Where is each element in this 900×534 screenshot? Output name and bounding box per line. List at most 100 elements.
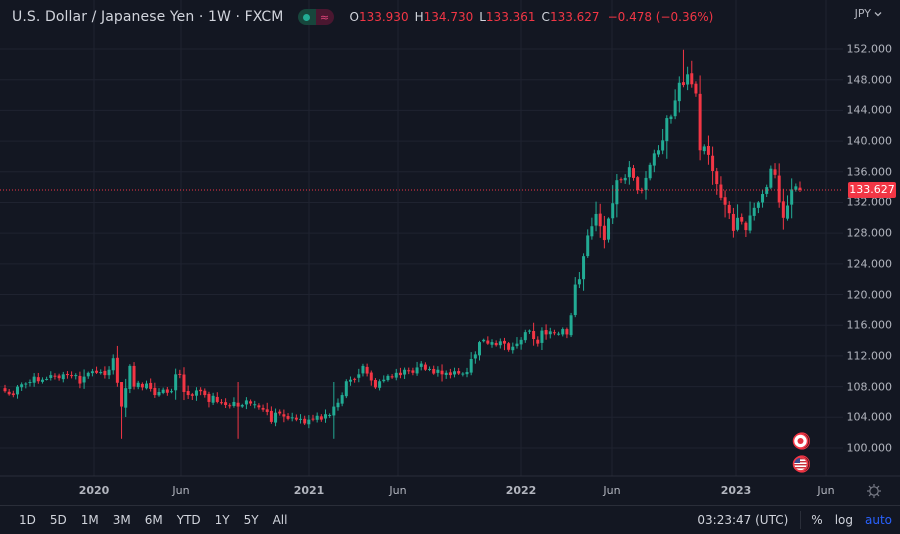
range-button-1m[interactable]: 1M <box>80 513 99 527</box>
candle <box>161 389 165 393</box>
candle <box>340 395 344 404</box>
range-button-1y[interactable]: 1Y <box>214 513 230 527</box>
candle <box>40 379 44 382</box>
time-axis-label: 2022 <box>505 484 537 497</box>
candle <box>15 386 19 395</box>
status-pill[interactable]: ≈ <box>297 9 334 25</box>
japan-flag-icon[interactable] <box>792 432 810 450</box>
candle <box>311 418 315 420</box>
candle <box>656 150 660 155</box>
range-button-5y[interactable]: 5Y <box>243 513 259 527</box>
candle <box>103 370 107 376</box>
candle <box>436 369 440 373</box>
candle <box>798 187 802 190</box>
candle <box>557 333 561 335</box>
candle <box>182 374 186 392</box>
candle <box>527 330 531 332</box>
candle <box>498 341 502 346</box>
candle <box>423 364 427 370</box>
time-axis-label: Jun <box>603 484 621 497</box>
candle <box>328 415 332 417</box>
candle <box>265 409 269 412</box>
candle <box>519 339 523 345</box>
candle <box>715 171 719 185</box>
candle <box>615 180 619 205</box>
candle <box>194 390 198 396</box>
range-button-6m[interactable]: 6M <box>144 513 163 527</box>
candle <box>344 381 348 397</box>
candle <box>515 343 519 347</box>
toolbar-divider <box>800 511 802 529</box>
candle <box>348 379 352 382</box>
auto-scale-toggle[interactable]: auto <box>864 513 892 527</box>
log-scale-toggle[interactable]: log <box>834 513 853 527</box>
open-label: O <box>349 10 359 24</box>
price-chart[interactable] <box>0 0 900 505</box>
price-axis-label: 104.000 <box>846 410 893 424</box>
range-button-all[interactable]: All <box>272 513 288 527</box>
candle <box>677 82 681 102</box>
candle <box>602 225 606 241</box>
candle <box>174 374 178 391</box>
range-button-3m[interactable]: 3M <box>112 513 131 527</box>
candle <box>361 365 365 374</box>
candle <box>511 346 515 351</box>
candle <box>36 377 40 382</box>
candle <box>756 202 760 208</box>
utc-clock[interactable]: 03:23:47 (UTC) <box>697 513 789 527</box>
ohlc-values: O133.930 H134.730 L133.361 C133.627 −0.4… <box>350 10 714 24</box>
candle <box>286 416 290 419</box>
candle <box>607 218 611 240</box>
candle <box>240 405 244 407</box>
candle <box>648 164 652 179</box>
range-button-5d[interactable]: 5D <box>49 513 67 527</box>
candle <box>665 118 669 142</box>
candle <box>594 213 598 226</box>
candle <box>561 329 565 335</box>
price-axis-label: 140.000 <box>846 134 893 148</box>
live-dot-icon <box>297 9 316 25</box>
candle <box>765 187 769 194</box>
low-label: L <box>479 10 486 24</box>
candle <box>303 418 307 424</box>
price-axis-label: 148.000 <box>846 73 893 87</box>
candle <box>769 168 773 188</box>
change-value: −0.478 (−0.36%) <box>607 10 714 24</box>
candle <box>82 376 86 383</box>
candle <box>428 368 432 370</box>
candle <box>786 205 790 219</box>
candle <box>453 371 457 375</box>
candle <box>478 342 482 356</box>
candle <box>794 186 798 190</box>
candle <box>353 378 357 380</box>
candle <box>99 372 103 374</box>
candle <box>407 370 411 372</box>
approx-equal-icon: ≈ <box>315 9 334 25</box>
candle <box>582 256 586 280</box>
candle <box>219 402 223 404</box>
candle <box>719 184 723 198</box>
range-button-1d[interactable]: 1D <box>19 513 36 527</box>
time-axis-label: 2023 <box>720 484 752 497</box>
symbol-title[interactable]: U.S. Dollar / Japanese Yen · 1W · FXCM <box>12 9 284 25</box>
us-flag-icon[interactable] <box>792 455 810 473</box>
candle <box>278 411 282 414</box>
candle <box>253 404 257 406</box>
candle <box>78 375 82 384</box>
candle <box>781 201 785 218</box>
percent-scale-toggle[interactable]: % <box>811 513 823 527</box>
candle <box>569 315 573 336</box>
candle <box>128 365 132 389</box>
candle <box>536 339 540 344</box>
currency-selector[interactable]: JPY <box>855 7 882 20</box>
candle <box>20 384 24 388</box>
candle <box>644 177 648 191</box>
candle <box>398 372 402 376</box>
candle <box>319 416 323 420</box>
candle <box>190 394 194 396</box>
gear-icon[interactable] <box>866 483 882 499</box>
range-button-ytd[interactable]: YTD <box>176 513 201 527</box>
candle <box>482 339 486 342</box>
candle <box>490 342 494 345</box>
candle <box>748 215 752 231</box>
